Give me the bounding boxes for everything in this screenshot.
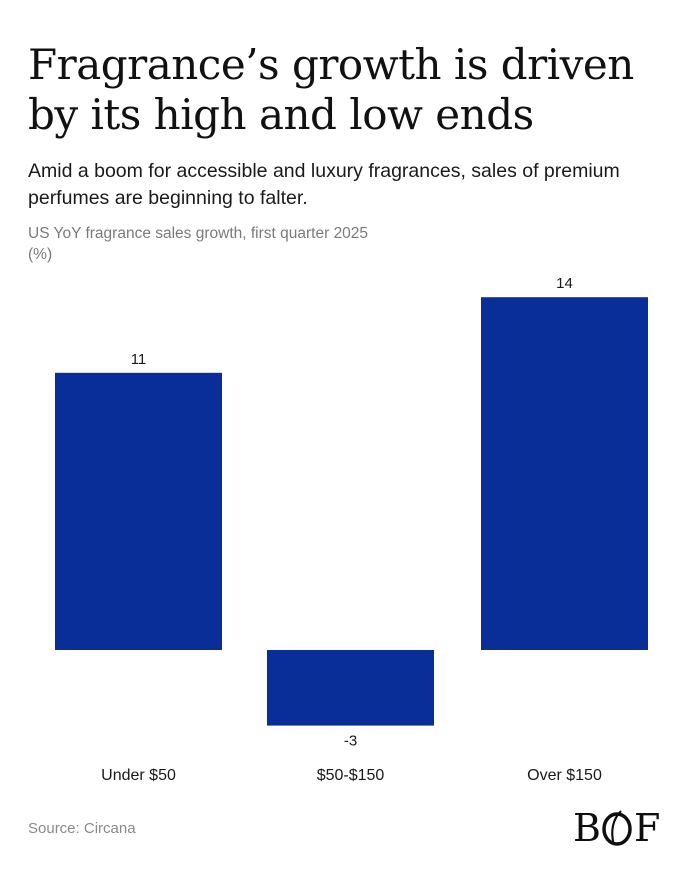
chart-label: US YoY fragrance sales growth, first qua… (28, 225, 369, 242)
bof-logo: B F (573, 805, 660, 851)
chart-subtitle: Amid a boom for accessible and luxury fr… (28, 160, 620, 209)
logo-letter-b: B (573, 806, 601, 850)
logo-o-mark-icon (602, 810, 632, 846)
bar-0 (55, 372, 222, 650)
bar-2 (481, 297, 648, 650)
data-label-2: 14 (556, 275, 573, 292)
category-label-1: $50-$150 (317, 767, 385, 784)
data-label-0: 11 (131, 351, 147, 368)
chart-caption: US YoY fragrance sales growth, first qua… (28, 223, 628, 265)
logo-letter-f: F (633, 806, 660, 850)
source-note: Source: Circana (28, 820, 136, 837)
data-label-1: -3 (344, 733, 357, 750)
bar-1 (267, 650, 434, 726)
category-label-2: Over $150 (527, 767, 602, 784)
chart-title: Fragrance’s growth is driven by its high… (28, 40, 634, 139)
chart-unit: (%) (28, 246, 53, 263)
category-label-0: Under $50 (101, 767, 176, 784)
